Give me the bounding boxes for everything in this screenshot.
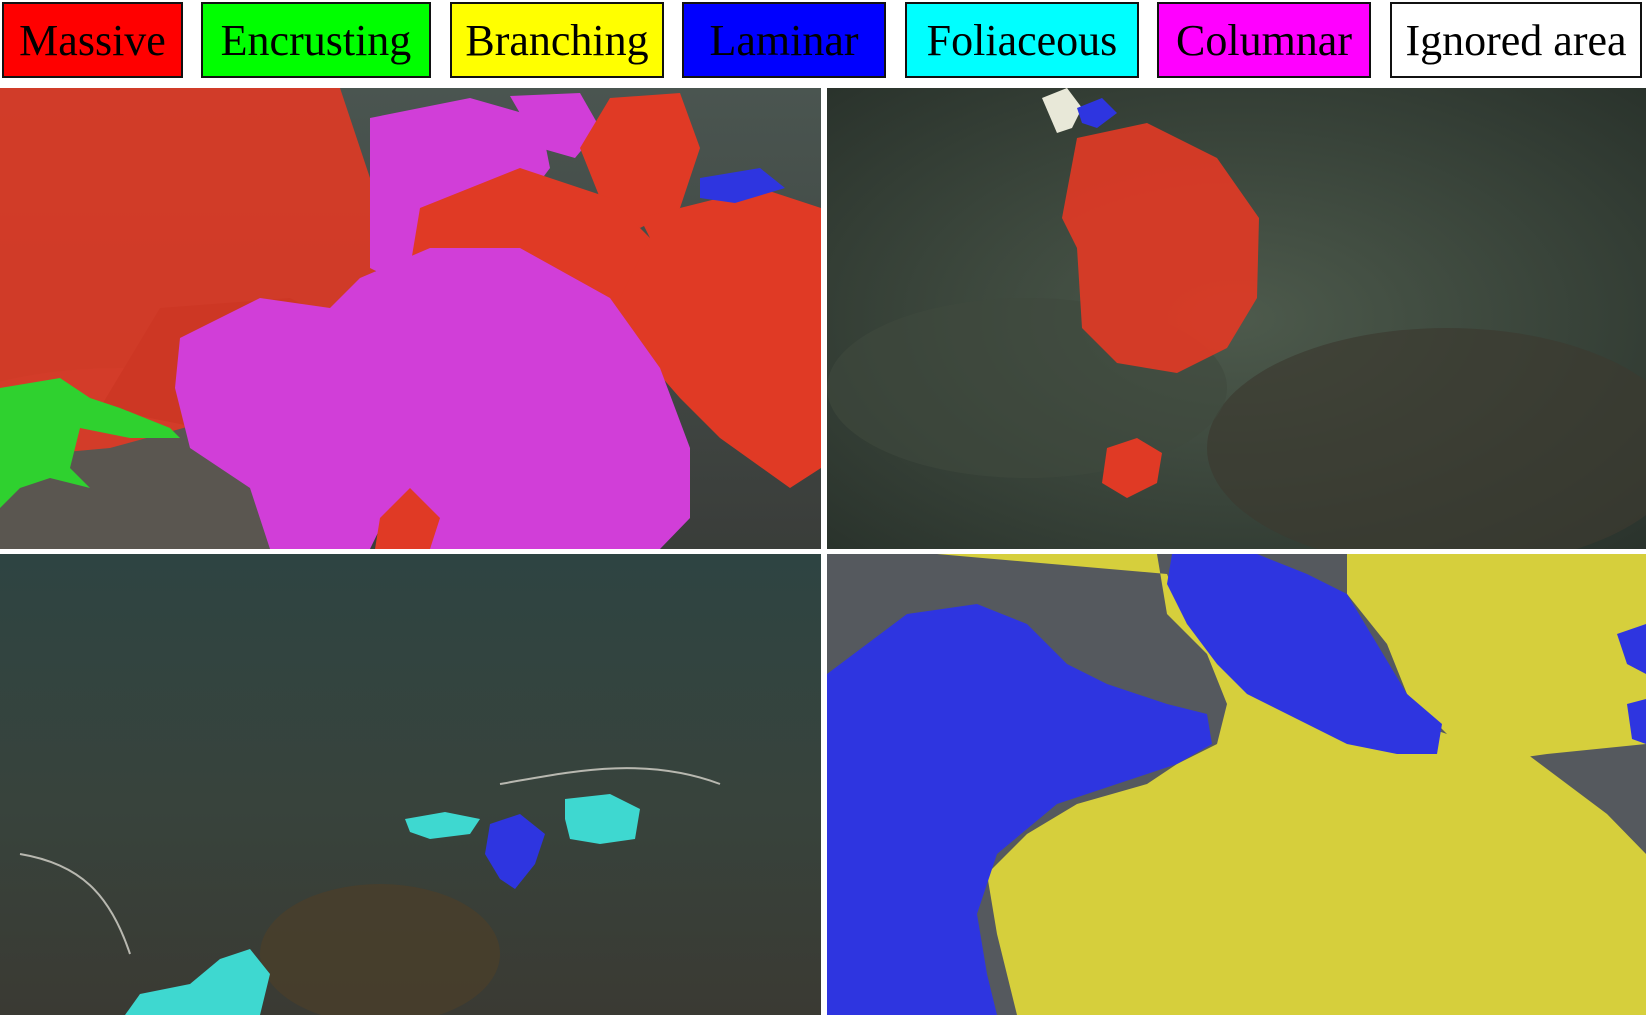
legend-massive: Massive (2, 2, 183, 78)
mask-massive-6 (1062, 123, 1259, 373)
mask-branching-1 (937, 554, 1646, 1015)
legend-foliaceous: Foliaceous (905, 2, 1139, 78)
mask-columnar-2 (510, 93, 600, 158)
class-legend: Massive Encrusting Branching Laminar Fol… (0, 0, 1646, 82)
mask-foliaceous-3 (125, 949, 270, 1015)
mask-branching-2 (1347, 554, 1646, 764)
mask-laminar-1 (700, 168, 785, 203)
mask-encrusting-1 (0, 378, 180, 508)
mask-laminar-4 (827, 604, 1212, 1015)
mask-massive-7 (1102, 438, 1162, 498)
reef-image-bottom-left (0, 554, 821, 1015)
segmentation-panel-top-right (827, 88, 1646, 549)
legend-laminar: Laminar (682, 2, 886, 78)
legend-columnar: Columnar (1157, 2, 1371, 78)
mask-laminar-7 (1627, 699, 1646, 744)
reef-image-top-left (0, 88, 821, 549)
mask-massive-5 (375, 488, 440, 549)
legend-branching: Branching (450, 2, 664, 78)
segmentation-panel-bottom-right (827, 554, 1646, 1015)
mask-massive-2 (580, 93, 700, 228)
segmentation-panel-top-left (0, 88, 821, 549)
mask-foliaceous-1 (405, 812, 480, 839)
legend-ignored-area: Ignored area (1390, 2, 1642, 78)
mask-ignored-area (1042, 88, 1082, 133)
reef-image-bottom-right (827, 554, 1646, 1015)
reef-image-top-right (827, 88, 1646, 549)
mask-laminar-2 (1077, 98, 1117, 128)
mask-foliaceous-2 (565, 794, 640, 844)
mask-columnar-3 (175, 248, 690, 549)
legend-encrusting: Encrusting (201, 2, 431, 78)
mask-massive-4 (610, 188, 821, 488)
mask-laminar-6 (1617, 624, 1646, 674)
mask-laminar-3 (485, 814, 545, 889)
segmentation-panel-bottom-left (0, 554, 821, 1015)
mask-laminar-5 (1167, 554, 1442, 754)
